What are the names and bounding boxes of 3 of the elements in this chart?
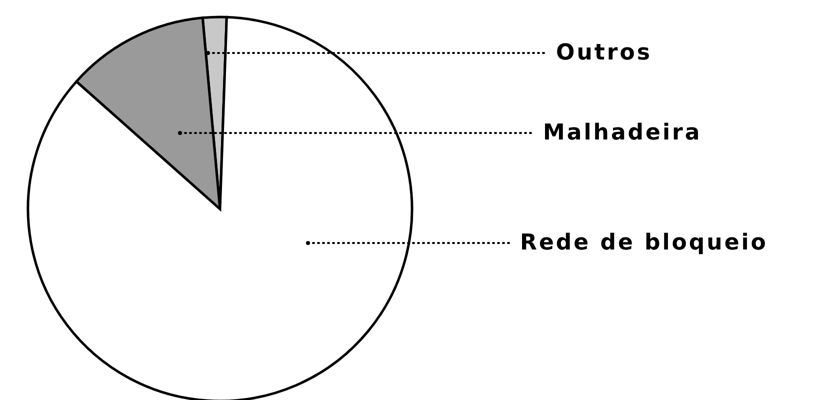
slice-label: Rede de bloqueio	[520, 230, 768, 256]
slice-label: Outros	[556, 40, 652, 66]
slice-label: Malhadeira	[543, 120, 702, 146]
